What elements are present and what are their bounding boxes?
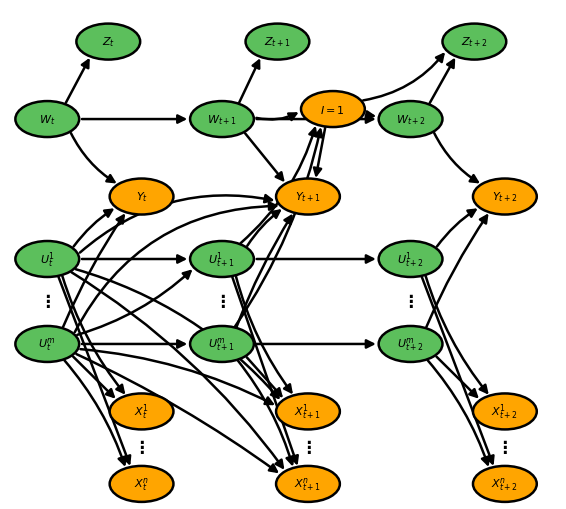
Ellipse shape	[190, 102, 254, 138]
Ellipse shape	[379, 102, 443, 138]
Ellipse shape	[276, 466, 340, 502]
Ellipse shape	[473, 466, 537, 502]
Text: $W_t$: $W_t$	[39, 113, 55, 127]
Text: ⋮: ⋮	[214, 293, 230, 311]
Ellipse shape	[276, 179, 340, 215]
Text: $Y_t$: $Y_t$	[135, 190, 148, 204]
Text: $U^1_{t+2}$: $U^1_{t+2}$	[397, 250, 424, 269]
Text: $Y_{t+2}$: $Y_{t+2}$	[492, 190, 518, 204]
Text: $X^1_t$: $X^1_t$	[134, 402, 149, 421]
Text: ⋮: ⋮	[299, 439, 316, 457]
Ellipse shape	[15, 102, 79, 138]
Ellipse shape	[15, 242, 79, 277]
Text: ⋮: ⋮	[39, 293, 55, 311]
Ellipse shape	[379, 326, 443, 362]
Text: $U^1_{t+1}$: $U^1_{t+1}$	[208, 250, 235, 269]
Ellipse shape	[110, 393, 173, 430]
Ellipse shape	[379, 242, 443, 277]
Text: $U^m_{t+1}$: $U^m_{t+1}$	[208, 336, 235, 353]
Text: $I{=}1$: $I{=}1$	[320, 104, 345, 116]
Ellipse shape	[246, 24, 310, 61]
Text: $X^1_{t+1}$: $X^1_{t+1}$	[294, 402, 321, 421]
Ellipse shape	[443, 24, 506, 61]
Text: $Y_{t+1}$: $Y_{t+1}$	[295, 190, 321, 204]
Text: $X^n_t$: $X^n_t$	[134, 475, 149, 492]
Ellipse shape	[301, 92, 365, 128]
Ellipse shape	[15, 326, 79, 362]
Text: $Z_{t+1}$: $Z_{t+1}$	[264, 36, 291, 49]
Ellipse shape	[190, 242, 254, 277]
Text: $Z_{t+2}$: $Z_{t+2}$	[461, 36, 488, 49]
Ellipse shape	[190, 326, 254, 362]
Text: $U^m_{t+2}$: $U^m_{t+2}$	[397, 336, 424, 353]
Text: ⋮: ⋮	[496, 439, 513, 457]
Text: $W_{t+2}$: $W_{t+2}$	[396, 113, 426, 127]
Ellipse shape	[276, 393, 340, 430]
Ellipse shape	[473, 179, 537, 215]
Ellipse shape	[110, 466, 173, 502]
Text: $X^n_{t+1}$: $X^n_{t+1}$	[294, 475, 321, 492]
Text: ⋮: ⋮	[402, 293, 419, 311]
Text: $X^n_{t+2}$: $X^n_{t+2}$	[491, 475, 518, 492]
Ellipse shape	[76, 24, 140, 61]
Text: $X^1_{t+2}$: $X^1_{t+2}$	[491, 402, 518, 421]
Text: ⋮: ⋮	[133, 439, 150, 457]
Text: $U^m_t$: $U^m_t$	[38, 336, 56, 353]
Text: $Z_t$: $Z_t$	[102, 36, 115, 49]
Ellipse shape	[110, 179, 173, 215]
Ellipse shape	[473, 393, 537, 430]
Text: $W_{t+1}$: $W_{t+1}$	[207, 113, 237, 127]
Text: $U^1_t$: $U^1_t$	[40, 250, 55, 269]
